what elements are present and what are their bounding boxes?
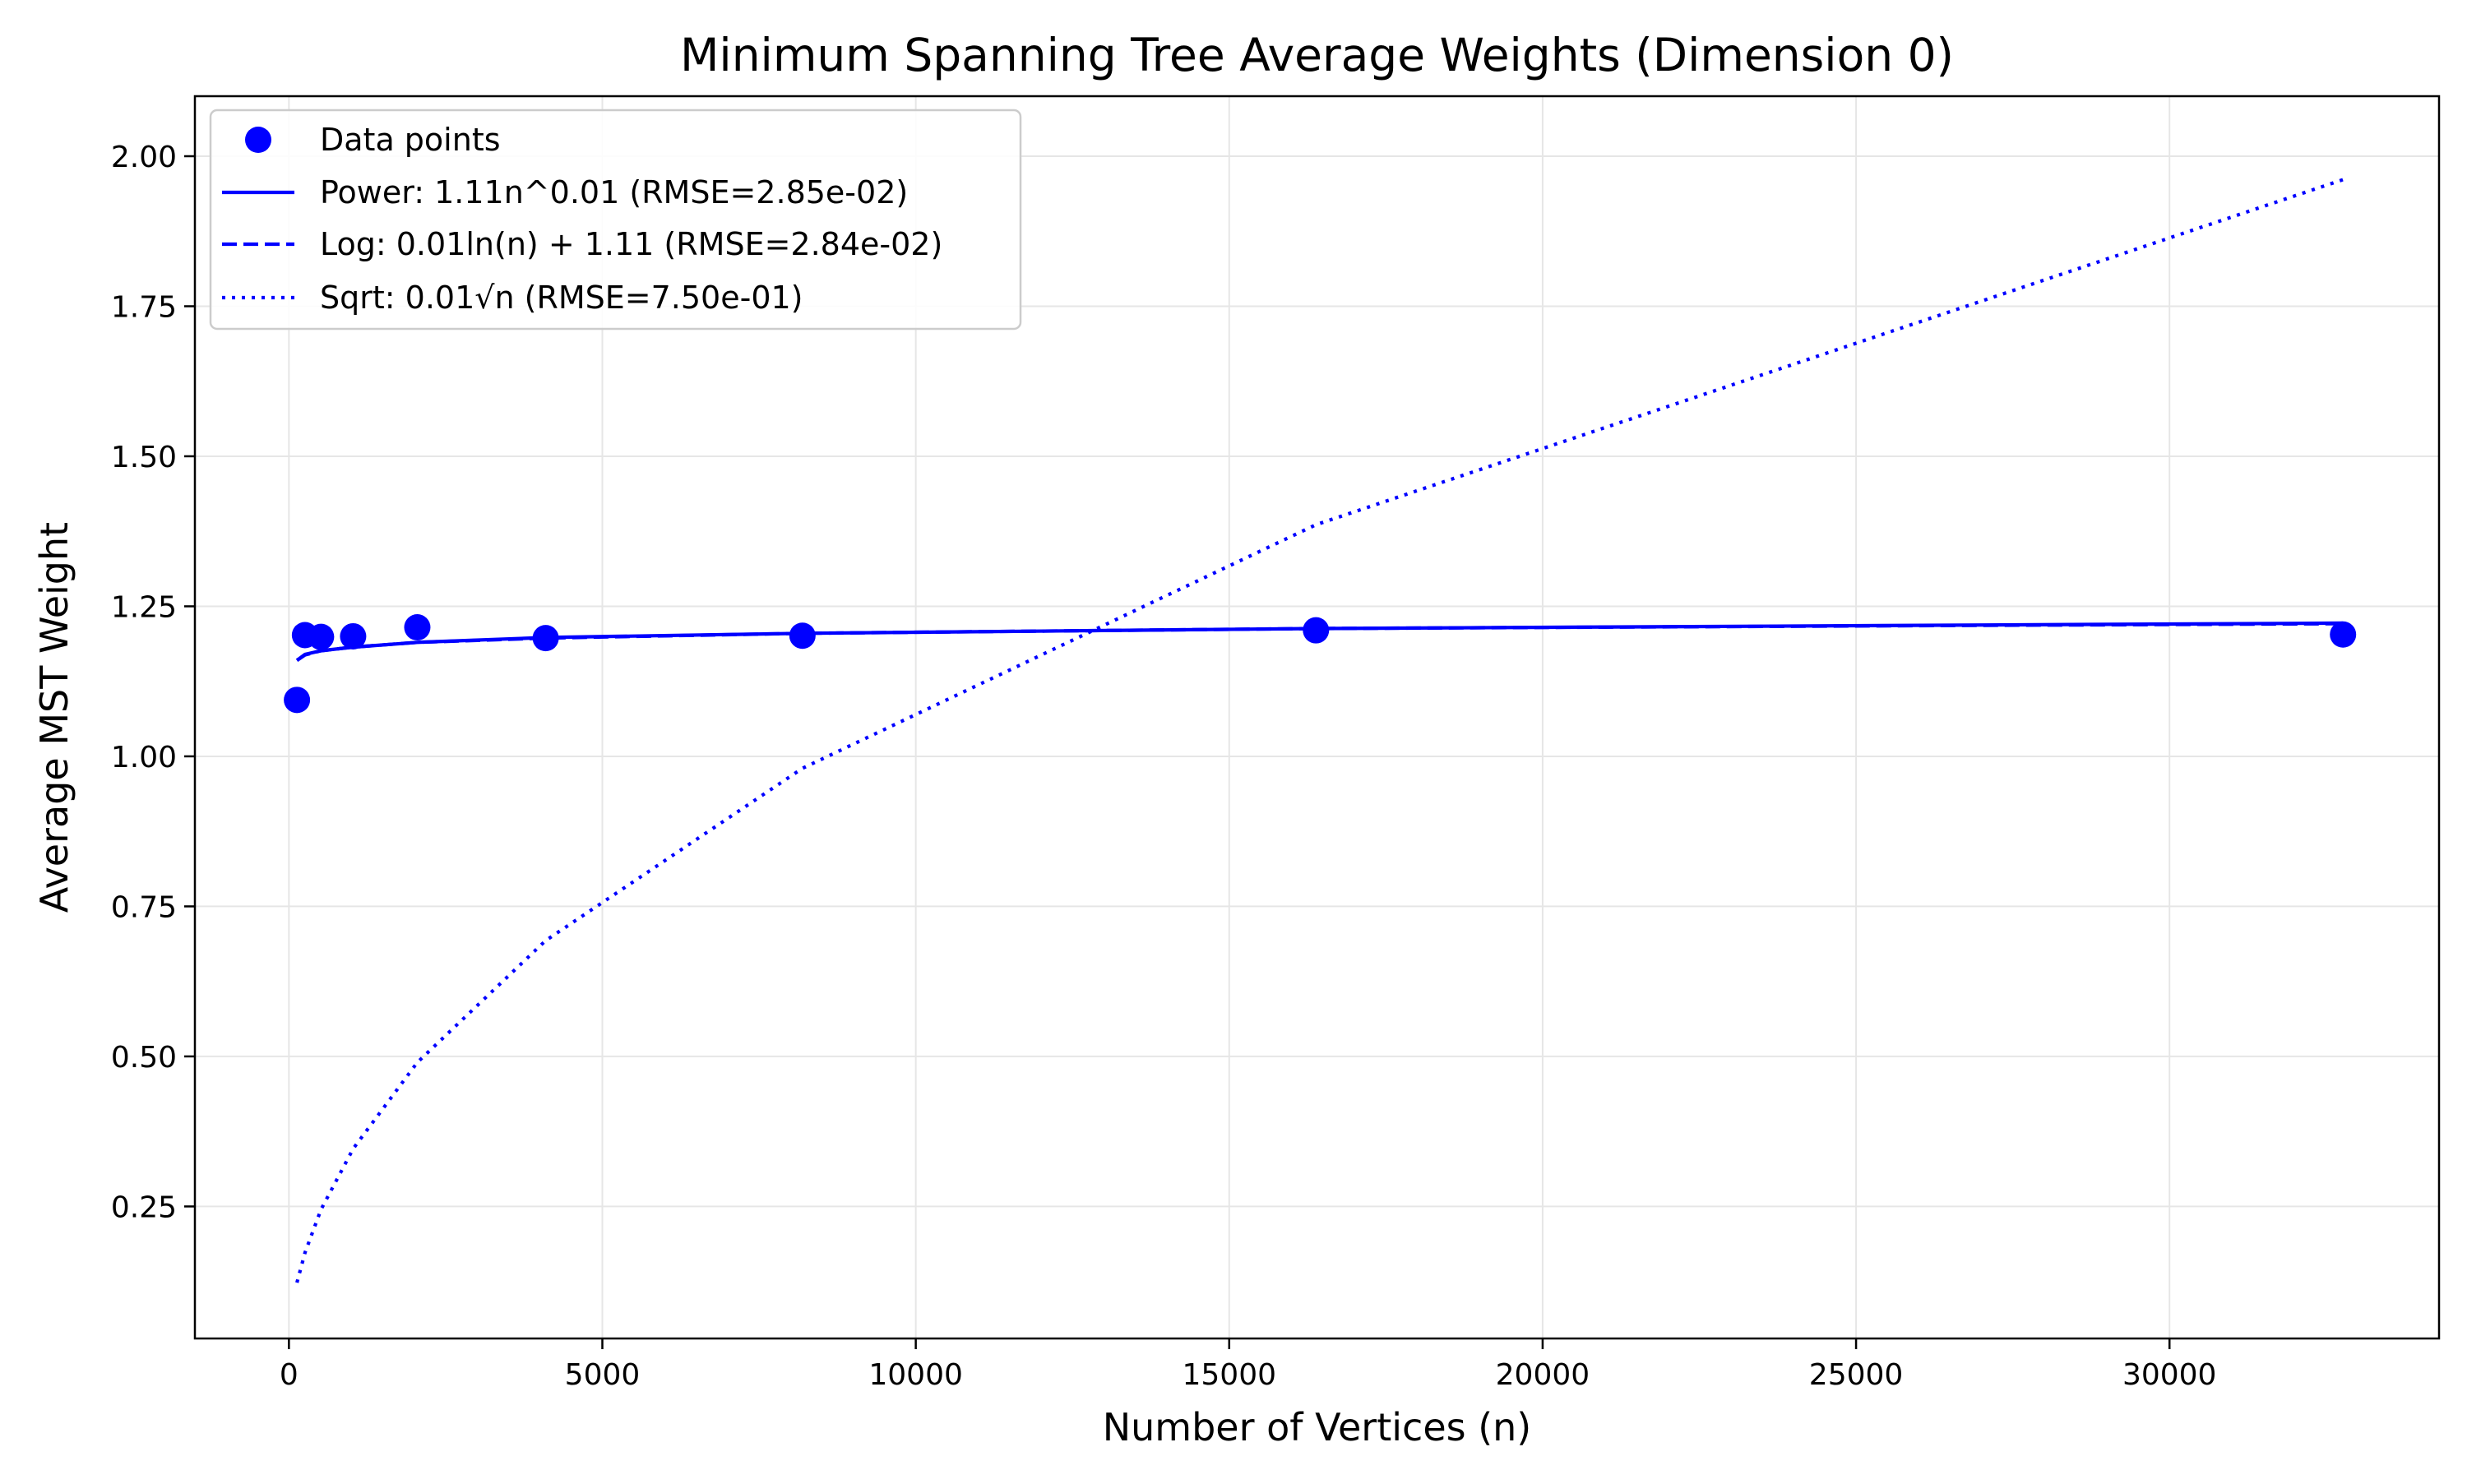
x-tick-label: 5000: [565, 1358, 641, 1392]
x-tick-label: 25000: [1809, 1358, 1904, 1392]
tick-layer: 0 5000 10000 15000 20000 25000 30000 0.25 0.50 0.…: [111, 141, 2217, 1392]
data-point: [1303, 617, 1330, 644]
y-tick-label: 1.50: [111, 441, 177, 474]
x-axis-title: Number of Vertices (n): [1103, 1405, 1532, 1449]
y-axis-title: Average MST Weight: [32, 522, 76, 913]
y-tick-label: 2.00: [111, 141, 177, 174]
legend-label: Data points: [320, 122, 501, 158]
legend-label: Sqrt: 0.01√n (RMSE=7.50e-01): [320, 280, 803, 316]
y-tick-label: 0.50: [111, 1041, 177, 1075]
x-tick-label: 0: [280, 1358, 299, 1392]
data-point: [404, 614, 431, 641]
data-point: [532, 625, 559, 652]
y-tick-label: 1.00: [111, 741, 177, 774]
legend-marker-data-points: [245, 127, 271, 153]
y-tick-label: 0.75: [111, 890, 177, 924]
data-point: [308, 623, 335, 650]
data-point: [789, 622, 816, 650]
legend-label: Log: 0.01ln(n) + 1.11 (RMSE=2.84e-02): [320, 226, 942, 262]
data-point: [2330, 621, 2357, 648]
series-line-solid: [295, 621, 2344, 662]
legend-box: [209, 109, 1022, 331]
legend: Data points Power: 1.11n^0.01 (RMSE=2.85e…: [209, 109, 1022, 331]
chart-title: Minimum Spanning Tree Average Weights (D…: [680, 29, 1954, 81]
legend-label: Power: 1.11n^0.01 (RMSE=2.85e-02): [320, 174, 908, 210]
y-tick-label: 1.75: [111, 290, 177, 324]
y-tick-label: 0.25: [111, 1190, 177, 1224]
y-tick-label: 1.25: [111, 590, 177, 624]
x-tick-label: 30000: [2122, 1358, 2217, 1392]
data-point: [340, 622, 367, 650]
x-tick-label: 10000: [868, 1358, 963, 1392]
plot-frame: [193, 95, 2441, 1340]
series-layer: [284, 178, 2357, 1283]
data-point: [284, 687, 311, 714]
x-tick-label: 20000: [1496, 1358, 1590, 1392]
x-tick-label: 15000: [1183, 1358, 1277, 1392]
